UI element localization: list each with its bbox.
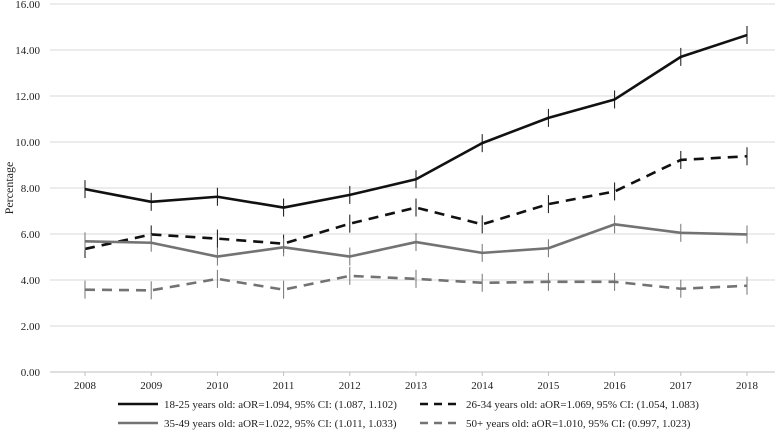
y-tick-label: 8.00	[21, 183, 41, 195]
legend-label-1: 18-25 years old: aOR=1.094, 95% CI: (1.0…	[164, 399, 397, 411]
y-tick-label: 2.00	[21, 321, 41, 333]
series-line-4	[84, 274, 748, 292]
y-tick-label: 6.00	[21, 229, 41, 241]
x-tick-label: 2008	[74, 380, 97, 392]
x-tick-label: 2014	[471, 380, 494, 392]
x-tick-label: 2011	[273, 380, 295, 392]
x-tick-label: 2017	[670, 380, 693, 392]
y-tick-label: 14.00	[15, 45, 40, 57]
legend-label-2: 26-34 years old: aOR=1.069, 95% CI: (1.0…	[466, 399, 699, 411]
x-tick-label: 2016	[604, 380, 627, 392]
y-axis-title: Percentage	[2, 162, 16, 215]
x-tick-label: 2013	[405, 380, 428, 392]
y-tick-label: 4.00	[21, 275, 41, 287]
x-tick-label: 2012	[339, 380, 361, 392]
legend-label-4: 50+ years old: aOR=1.010, 95% CI: (0.997…	[466, 418, 691, 430]
y-tick-label: 10.00	[15, 137, 40, 149]
series-line-2	[84, 154, 748, 251]
y-tick-label: 12.00	[15, 91, 40, 103]
x-tick-label: 2009	[140, 380, 163, 392]
x-tick-label: 2018	[736, 380, 759, 392]
x-tick-label: 2010	[206, 380, 229, 392]
y-tick-label: 16.00	[15, 0, 40, 11]
x-tick-label: 2015	[537, 380, 560, 392]
y-tick-label: 0.00	[21, 367, 41, 379]
legend-label-3: 35-49 years old: aOR=1.022, 95% CI: (1.0…	[164, 418, 397, 430]
